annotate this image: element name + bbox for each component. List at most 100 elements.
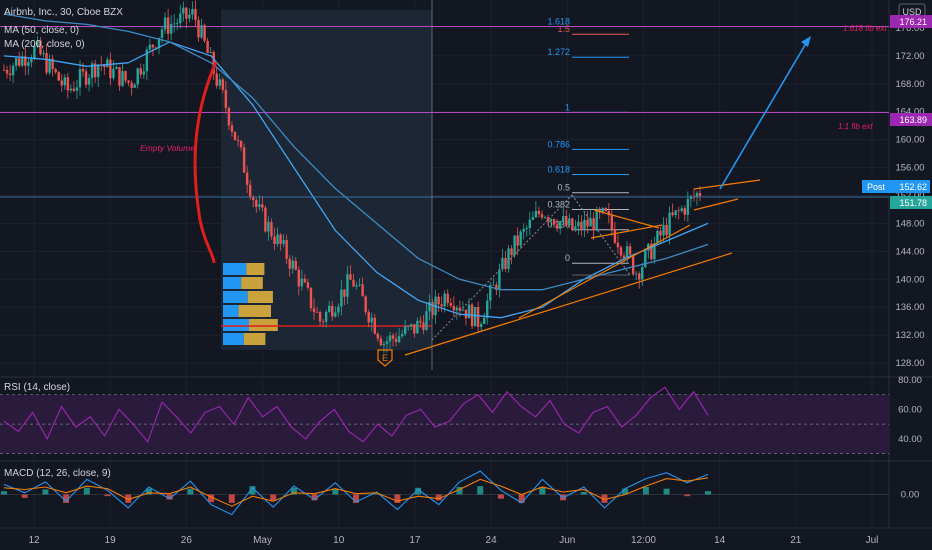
time-tick-label: Jul (866, 535, 879, 546)
candle-body (413, 324, 416, 334)
candle-body (507, 248, 510, 269)
candle-body (452, 305, 456, 311)
candle-body (479, 323, 483, 327)
fib-level-label: 0.382 (547, 199, 570, 209)
wedge-upper-line (693, 179, 761, 190)
candle-body (686, 198, 690, 215)
candle-body (42, 53, 45, 55)
candle-body (486, 300, 489, 318)
fib-1618-badge-value: 176.21 (899, 17, 927, 27)
candle-body (154, 47, 158, 49)
candle-body (382, 343, 386, 346)
fib-level-label: 0 (565, 253, 570, 263)
candle-body (394, 338, 398, 343)
candle-body (21, 56, 24, 66)
volume-profile-bar-up (223, 291, 248, 303)
macd-histogram-bar (104, 494, 111, 497)
price-tick-label: 132.00 (895, 330, 924, 341)
candle-body (616, 242, 620, 248)
candle-body (416, 320, 419, 334)
macd-histogram-bar (456, 486, 463, 495)
candle-body (209, 52, 212, 53)
candle-body (519, 231, 522, 246)
macd-histogram-bar (166, 494, 173, 500)
post-price-badge[interactable]: Post 152.62 (862, 180, 930, 193)
macd-histogram-bar (270, 494, 277, 501)
empty-volume-label: Empty Volume (140, 143, 195, 153)
candle-body (212, 52, 215, 74)
candle-body (343, 289, 346, 297)
candle-body (540, 213, 544, 218)
candle-body (200, 25, 203, 38)
candle-body (446, 293, 449, 304)
time-axis[interactable]: 12 19 26 May 10 17 24 Jun 12:00 14 21 Jul (28, 535, 878, 546)
ma200-legend[interactable]: MA (200, close, 0) (4, 39, 85, 50)
volume-profile-bar-down (247, 291, 273, 303)
price-tick-label: 168.00 (895, 79, 924, 90)
candle-body (2, 69, 6, 71)
rsi-line (3, 386, 709, 443)
candle-body (57, 71, 60, 81)
candle-body (8, 73, 12, 76)
macd-histogram-bar (705, 491, 711, 495)
candle-body (30, 58, 33, 63)
fib-1-badge: 163.89 (890, 113, 932, 126)
candle-body (233, 131, 237, 141)
candle-body (242, 147, 246, 173)
time-tick-label: 12:00 (631, 535, 656, 546)
trend-support-line (404, 252, 733, 356)
projection-arrow[interactable] (719, 36, 811, 190)
candle-body (60, 80, 63, 86)
time-tick-label: May (253, 535, 272, 546)
fib-1618-badge: 176.21 (890, 15, 932, 28)
candle-body (558, 221, 562, 229)
fib-level-label: 0.618 (547, 165, 570, 175)
trend-lower-channel (518, 224, 691, 319)
price-axis[interactable]: 128.00 132.00 136.00 140.00 144.00 148.00 152.… (895, 23, 924, 501)
volume-profile-bar-down (243, 333, 266, 345)
candle-body (191, 8, 194, 15)
candle-body (425, 311, 428, 330)
candle-body (169, 23, 173, 34)
candle-body (586, 219, 589, 227)
candle-body (227, 107, 231, 126)
candle-body (90, 63, 94, 78)
macd-legend[interactable]: MACD (12, 26, close, 9) (4, 468, 111, 479)
candle-body (151, 44, 155, 48)
macd-histogram-bar (1, 491, 7, 495)
candle-body (236, 140, 240, 141)
candle-body (176, 23, 179, 24)
ma50-legend[interactable]: MA (50, close, 0) (4, 25, 79, 36)
symbol-legend[interactable]: Airbnb, Inc., 30, Cboe BZX (4, 7, 123, 18)
candle-body (410, 324, 413, 327)
candle-body (373, 317, 376, 334)
rsi-legend[interactable]: RSI (14, close) (4, 382, 70, 393)
candle-body (695, 192, 699, 198)
candle-body (124, 71, 127, 81)
candle-body (145, 49, 149, 72)
macd-histogram-bar (228, 494, 235, 503)
candle-body (543, 217, 547, 219)
macd-histogram-bar (601, 494, 608, 503)
candle-body (121, 71, 124, 86)
rsi-tick-label: 60.00 (898, 404, 922, 415)
fib-level-label: 0.5 (557, 183, 570, 193)
candle-body (589, 218, 592, 227)
macd-histogram-bar (642, 486, 649, 495)
earnings-marker[interactable]: E (377, 349, 393, 367)
pattern-leg-1 (431, 194, 573, 341)
candle-body (51, 58, 54, 70)
candle-body (39, 40, 42, 55)
volume-profile-bar-up (223, 305, 239, 317)
candle-body (81, 69, 85, 72)
candle-body (230, 125, 234, 132)
candle-body (160, 29, 164, 38)
rsi-tick-label: 40.00 (898, 434, 922, 445)
candle-body (17, 58, 21, 66)
candle-body (318, 312, 322, 322)
candle-body (656, 230, 659, 244)
candle-body (580, 221, 583, 231)
candle-body (437, 296, 440, 305)
time-tick-label: 10 (333, 535, 345, 546)
